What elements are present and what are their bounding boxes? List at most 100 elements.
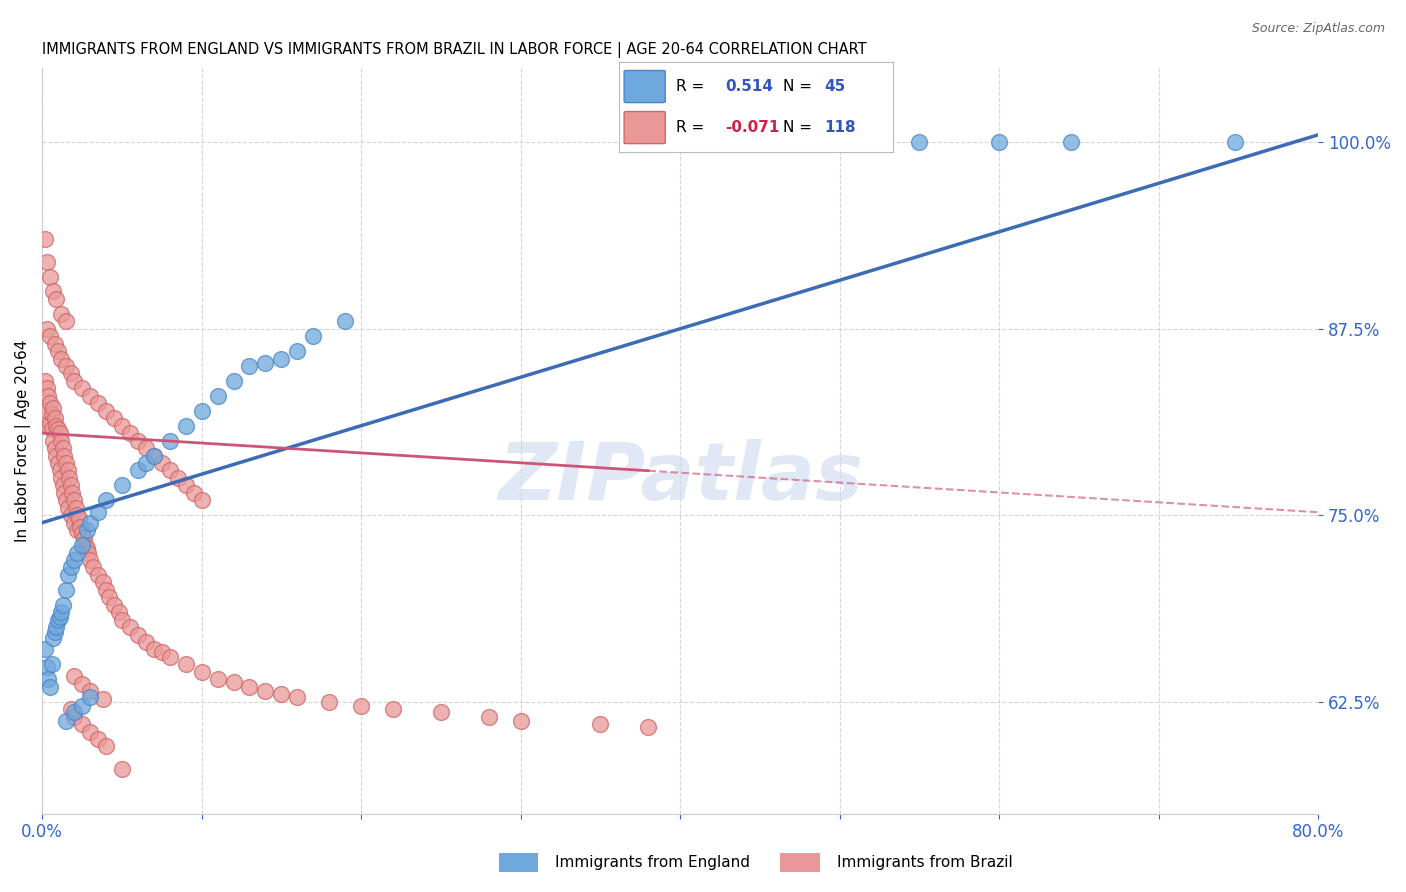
Point (118, 620, 141, 634)
Point (285, 344, 308, 359)
Point (46, 456, 69, 470)
Point (39, 396, 62, 410)
Point (34, 642, 56, 657)
FancyBboxPatch shape (624, 112, 665, 144)
Point (55, 359, 77, 373)
Point (238, 680, 260, 694)
Point (70, 717, 93, 731)
Point (908, 135, 931, 149)
Point (79, 684, 101, 698)
Point (70, 381, 93, 395)
Point (335, 314, 357, 328)
Point (166, 471, 188, 485)
Point (103, 411, 125, 425)
Point (41, 407, 63, 421)
Point (55, 582, 77, 597)
Text: ZIPatlas: ZIPatlas (498, 439, 863, 517)
Point (46, 344, 69, 359)
Point (39, 269, 62, 284)
Point (142, 642, 165, 657)
Point (1060, 135, 1083, 149)
Point (48, 609, 70, 624)
Point (222, 675, 245, 690)
Point (34, 374, 56, 388)
Point (63, 709, 86, 723)
Point (382, 702, 405, 716)
Point (75, 538, 97, 552)
Point (45, 449, 67, 463)
Point (37, 673, 59, 687)
Point (41, 422, 63, 436)
Point (56, 463, 79, 477)
Point (35, 254, 58, 268)
Point (350, 699, 373, 714)
Point (174, 418, 197, 433)
Text: Immigrants from Brazil: Immigrants from Brazil (837, 855, 1012, 870)
Y-axis label: In Labor Force | Age 20-64: In Labor Force | Age 20-64 (15, 340, 31, 541)
Text: Source: ZipAtlas.com: Source: ZipAtlas.com (1251, 22, 1385, 36)
Text: R =: R = (676, 120, 704, 135)
Point (63, 493, 86, 508)
Point (63, 553, 86, 567)
Point (70, 699, 93, 714)
Point (48, 463, 70, 477)
Point (142, 449, 165, 463)
Point (127, 434, 149, 448)
Point (52, 598, 75, 612)
Point (79, 516, 101, 530)
Point (127, 627, 149, 641)
Point (91, 575, 114, 590)
Point (46, 613, 69, 627)
Point (55, 493, 77, 508)
FancyBboxPatch shape (624, 70, 665, 103)
Point (159, 649, 181, 664)
Point (70, 538, 93, 552)
Point (41, 657, 63, 672)
Point (63, 516, 86, 530)
Point (69, 520, 91, 534)
Text: R =: R = (676, 79, 704, 94)
Point (59, 508, 82, 523)
Point (135, 635, 157, 649)
Point (127, 463, 149, 477)
Point (79, 690, 101, 705)
Text: N =: N = (783, 79, 813, 94)
Point (94, 582, 117, 597)
Point (111, 478, 134, 492)
Point (302, 329, 325, 343)
Point (56, 500, 79, 515)
Point (65, 500, 87, 515)
Point (52, 478, 75, 492)
Point (111, 613, 134, 627)
Point (35, 381, 58, 395)
Point (135, 441, 157, 455)
Point (59, 367, 82, 381)
Text: 45: 45 (824, 79, 845, 94)
Point (159, 463, 181, 477)
Point (45, 620, 67, 634)
Point (79, 389, 101, 403)
Point (45, 418, 67, 433)
Point (55, 314, 77, 328)
Point (79, 724, 101, 739)
Point (91, 691, 114, 706)
Point (254, 684, 277, 698)
Point (98, 591, 121, 605)
Point (254, 356, 277, 370)
Point (207, 673, 229, 687)
Point (107, 605, 129, 619)
Point (1225, 135, 1247, 149)
Point (174, 478, 197, 492)
Point (46, 422, 69, 436)
Text: Immigrants from England: Immigrants from England (555, 855, 751, 870)
Point (66, 523, 89, 537)
Point (55, 714, 77, 728)
Point (59, 560, 82, 574)
Point (48, 426, 70, 441)
Point (39, 680, 62, 694)
Point (53, 449, 76, 463)
Point (44, 336, 66, 351)
Point (45, 292, 67, 306)
Point (82, 560, 104, 574)
Point (44, 624, 66, 639)
